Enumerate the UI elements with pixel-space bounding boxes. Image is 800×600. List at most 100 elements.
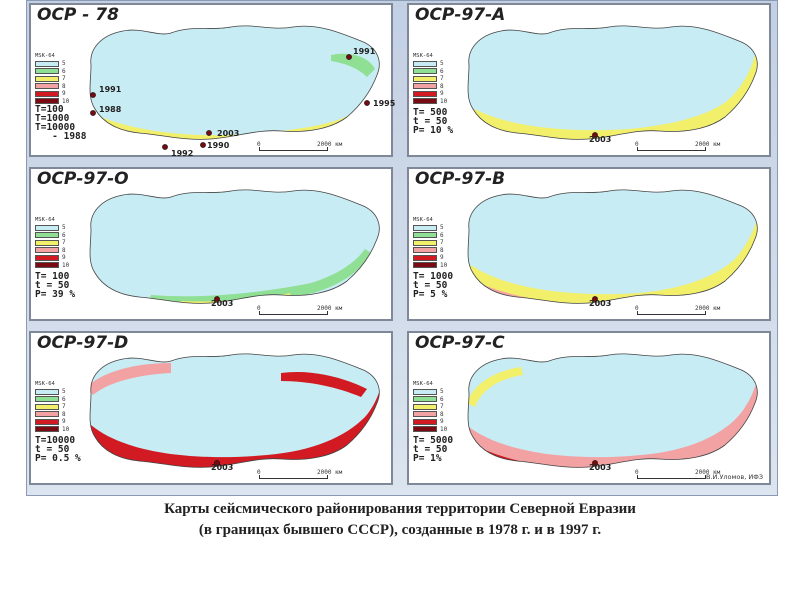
legend-intensity: 8 [440, 410, 444, 418]
legend: MSK-64 5 6 7 8 9 10 [413, 381, 459, 433]
seismic-zone-8 [90, 363, 171, 395]
legend-item: 9 [413, 254, 459, 262]
seismic-zone-map [467, 353, 758, 468]
legend-item: 9 [413, 90, 459, 98]
earthquake-year-label: 1995 [373, 99, 396, 108]
legend-swatch [413, 60, 437, 67]
legend-item: 10 [413, 98, 459, 106]
land-area [468, 353, 758, 468]
seismic-zone-map [467, 189, 758, 304]
legend-item: 7 [35, 239, 81, 247]
legend-item: 10 [35, 426, 81, 434]
earthquake-year-label: 2003 [211, 463, 234, 472]
seismic-zone-map [467, 25, 758, 140]
scale-bar: 0 2000 км [255, 141, 365, 155]
legend-item: 8 [35, 247, 81, 255]
legend-item: 8 [35, 83, 81, 91]
legend-swatch [413, 83, 437, 90]
coastline [89, 353, 380, 468]
legend-swatch [35, 254, 59, 261]
legend-item: 6 [35, 396, 81, 404]
seismic-zone-map [89, 353, 380, 468]
panel-title: ОСР - 78 [37, 5, 119, 25]
legend-intensity: 10 [440, 425, 448, 433]
land-area [468, 189, 758, 304]
legend-swatch [413, 232, 437, 239]
land-area [468, 25, 758, 140]
legend-intensity: 8 [62, 410, 66, 418]
legend-intensity: 6 [62, 231, 66, 239]
earthquake-marker [214, 460, 220, 466]
map-parameters: T= 1000 t = 50 P= 5 % [413, 271, 454, 300]
legend-intensity: 9 [440, 90, 444, 98]
legend: MSK-64 5 6 7 8 9 10 [413, 53, 459, 105]
legend-swatch [413, 396, 437, 403]
legend-intensity: 5 [62, 224, 66, 232]
scale-bar: 0 2000 км [633, 305, 743, 319]
legend-intensity: 5 [440, 224, 444, 232]
legend-swatch [413, 68, 437, 75]
legend-intensity: 6 [62, 395, 66, 403]
earthquake-marker [90, 110, 96, 116]
map-panel: ОСР-97-D MSK-64 5 6 7 8 9 10 T=10000 t = 50 P= 0… [29, 331, 393, 485]
legend: MSK-64 5 6 7 8 9 10 [35, 381, 81, 433]
legend-header: MSK-64 [35, 381, 55, 387]
legend-intensity: 7 [62, 239, 66, 247]
legend-item: 9 [413, 418, 459, 426]
legend-swatch [35, 239, 59, 246]
earthquake-marker [206, 130, 212, 136]
legend-item: 8 [413, 83, 459, 91]
legend-header: MSK-64 [35, 217, 55, 223]
legend-intensity: 10 [440, 261, 448, 269]
legend-intensity: 7 [440, 239, 444, 247]
legend-item: 8 [413, 247, 459, 255]
seismic-zone-9 [90, 369, 380, 468]
seismic-zone-map [89, 189, 380, 304]
legend-item: 6 [35, 232, 81, 240]
legend-swatch [35, 403, 59, 410]
legend-intensity: 5 [440, 388, 444, 396]
legend-intensity: 10 [62, 97, 70, 105]
legend-item: 8 [35, 411, 81, 419]
legend-intensity: 7 [440, 403, 444, 411]
earthquake-year-label: 1992 [171, 149, 194, 158]
legend-item: 10 [413, 426, 459, 434]
legend-swatch [35, 90, 59, 97]
legend: MSK-64 5 6 7 8 9 10 [413, 217, 459, 269]
legend-intensity: 6 [440, 231, 444, 239]
legend-item: 10 [35, 98, 81, 106]
legend-intensity: 10 [440, 97, 448, 105]
scale-bar: 0 2000 км [255, 305, 365, 319]
legend-swatch [413, 403, 437, 410]
scale-end: 2000 км [317, 469, 343, 476]
seismic-zone-6 [149, 249, 371, 304]
legend-item: 9 [35, 254, 81, 262]
legend-intensity: 9 [440, 254, 444, 262]
earthquake-year-label: 2003 [589, 299, 612, 308]
figure-caption: Карты сейсмического районирования террит… [0, 499, 800, 541]
earthquake-marker [162, 144, 168, 150]
coastline [467, 189, 758, 304]
map-panel: ОСР - 78 MSK-64 5 6 7 8 9 10 T=100 T=1000 T=1000… [29, 3, 396, 158]
legend-intensity: 8 [62, 246, 66, 254]
legend-swatch [413, 411, 437, 418]
legend-intensity: 6 [62, 67, 66, 75]
legend-swatch [35, 411, 59, 418]
legend-item: 5 [413, 388, 459, 396]
map-panel: ОСР-97-С MSK-64 5 6 7 8 9 10 T= 5000 t = 50 P= 1… [407, 331, 771, 485]
scale-bar: 0 2000 км [255, 469, 365, 483]
caption-line-1: Карты сейсмического районирования террит… [164, 501, 636, 517]
legend-item: 10 [413, 262, 459, 270]
scale-bar: 0 2000 км [633, 469, 743, 483]
map-parameters: T= 500 t = 50 P= 10 % [413, 107, 454, 136]
scale-end: 2000 км [317, 305, 343, 312]
legend-header: MSK-64 [35, 53, 55, 59]
legend-intensity: 5 [440, 60, 444, 68]
legend-intensity: 9 [62, 254, 66, 262]
legend-intensity: 5 [62, 388, 66, 396]
earthquake-marker [200, 142, 206, 148]
scale-start: 0 [257, 469, 261, 476]
panel-title: ОСР-97-D [37, 333, 129, 353]
panel-title: ОСР-97-О [37, 169, 129, 189]
legend-intensity: 8 [440, 82, 444, 90]
